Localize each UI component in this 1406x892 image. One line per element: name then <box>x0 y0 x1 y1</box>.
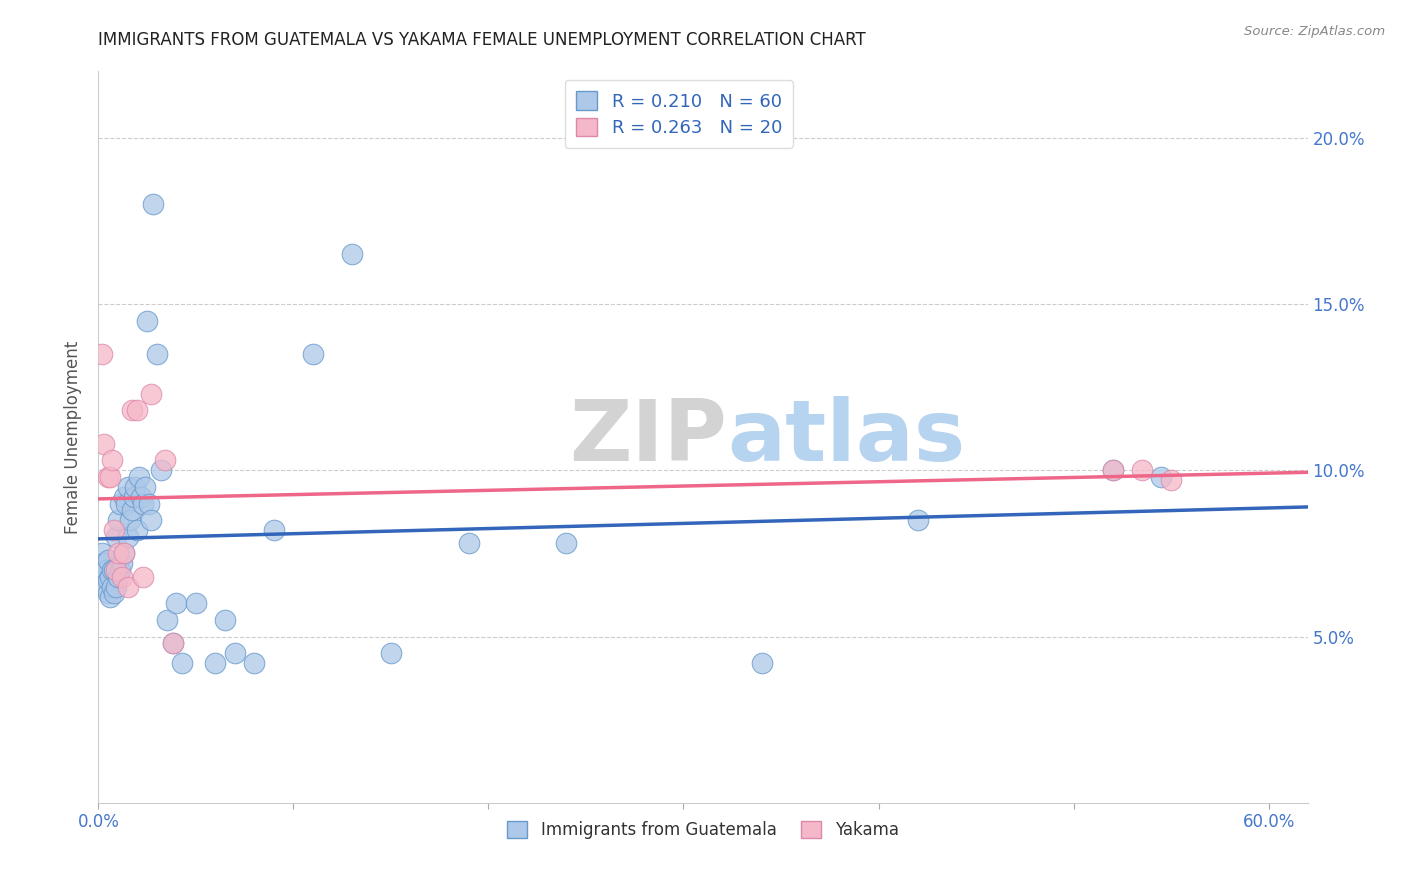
Point <box>142 197 165 211</box>
Point <box>134 480 156 494</box>
Point <box>122 490 145 504</box>
Point <box>93 436 115 450</box>
Point <box>91 347 114 361</box>
Point <box>103 563 125 577</box>
Point <box>380 646 402 660</box>
Point <box>117 580 139 594</box>
Point <box>98 470 121 484</box>
Point <box>124 480 146 494</box>
Point <box>117 480 139 494</box>
Y-axis label: Female Unemployment: Female Unemployment <box>65 341 83 533</box>
Point <box>103 523 125 537</box>
Point <box>204 656 226 670</box>
Point <box>156 613 179 627</box>
Point <box>263 523 285 537</box>
Point <box>138 497 160 511</box>
Point <box>104 563 127 577</box>
Text: ZIP: ZIP <box>569 395 727 479</box>
Point <box>139 513 162 527</box>
Point <box>128 470 150 484</box>
Point <box>302 347 325 361</box>
Point <box>103 586 125 600</box>
Point <box>162 636 184 650</box>
Text: atlas: atlas <box>727 395 966 479</box>
Point <box>1160 473 1182 487</box>
Point <box>146 347 169 361</box>
Point <box>751 656 773 670</box>
Point <box>112 546 135 560</box>
Point <box>96 563 118 577</box>
Point <box>104 580 127 594</box>
Point <box>97 553 120 567</box>
Point <box>111 557 134 571</box>
Point <box>101 453 124 467</box>
Point <box>97 586 120 600</box>
Point <box>127 523 149 537</box>
Point <box>98 590 121 604</box>
Point <box>97 573 120 587</box>
Text: IMMIGRANTS FROM GUATEMALA VS YAKAMA FEMALE UNEMPLOYMENT CORRELATION CHART: IMMIGRANTS FROM GUATEMALA VS YAKAMA FEMA… <box>98 31 866 49</box>
Point <box>118 513 141 527</box>
Point <box>104 530 127 544</box>
Point <box>458 536 481 550</box>
Point <box>136 314 159 328</box>
Point <box>172 656 194 670</box>
Point <box>91 546 114 560</box>
Point <box>117 530 139 544</box>
Point <box>1150 470 1173 484</box>
Point <box>132 570 155 584</box>
Point <box>96 580 118 594</box>
Point <box>1101 463 1123 477</box>
Point <box>121 503 143 517</box>
Point <box>907 513 929 527</box>
Point <box>107 546 129 560</box>
Point <box>121 403 143 417</box>
Point <box>93 570 115 584</box>
Point <box>340 247 363 261</box>
Text: Source: ZipAtlas.com: Source: ZipAtlas.com <box>1244 25 1385 38</box>
Point <box>107 570 129 584</box>
Point <box>108 563 131 577</box>
Point <box>149 463 172 477</box>
Point <box>114 497 136 511</box>
Point <box>184 596 207 610</box>
Point <box>111 570 134 584</box>
Point <box>1130 463 1153 477</box>
Point <box>1101 463 1123 477</box>
Point <box>127 403 149 417</box>
Point <box>214 613 236 627</box>
Point <box>132 497 155 511</box>
Point <box>162 636 184 650</box>
Legend: Immigrants from Guatemala, Yakama: Immigrants from Guatemala, Yakama <box>501 814 905 846</box>
Point <box>93 557 115 571</box>
Point <box>112 490 135 504</box>
Point <box>139 387 162 401</box>
Point <box>131 490 153 504</box>
Point <box>97 470 120 484</box>
Point <box>108 497 131 511</box>
Point <box>101 563 124 577</box>
Point <box>112 546 135 560</box>
Point <box>555 536 578 550</box>
Point <box>224 646 246 660</box>
Point <box>101 580 124 594</box>
Point <box>243 656 266 670</box>
Point <box>153 453 176 467</box>
Point <box>107 513 129 527</box>
Point <box>98 570 121 584</box>
Point <box>165 596 187 610</box>
